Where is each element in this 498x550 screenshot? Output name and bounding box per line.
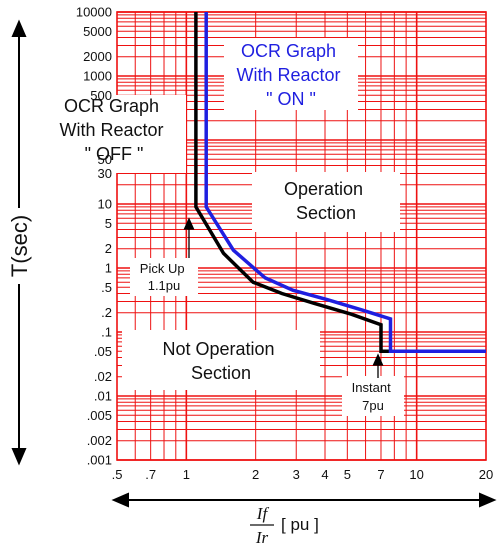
y-tick-label: 5000 (83, 24, 112, 39)
instant-arrow (372, 353, 384, 378)
x-tick-label: 2 (252, 467, 259, 482)
x-tick-label: 10 (409, 467, 423, 482)
y-tick-label: 50 (98, 152, 112, 167)
y-axis-label-bg (4, 208, 34, 284)
instant-label: Instant 7pu (352, 380, 395, 413)
x-label-denominator: Ir (255, 528, 269, 547)
y-tick-label: 1 (105, 261, 112, 276)
off-label: OCR Graph With Reactor " OFF " (59, 96, 168, 164)
instant-box (342, 376, 404, 416)
y-tick-label: .02 (94, 369, 112, 384)
y-tick-label: 500 (90, 88, 112, 103)
pickup-box (130, 258, 198, 296)
y-tick-label: .002 (87, 433, 112, 448)
y-tick-label: .01 (94, 389, 112, 404)
off-label-box (42, 95, 186, 173)
not-operation-box (122, 330, 320, 390)
y-tick-label: 2000 (83, 49, 112, 64)
x-tick-label: 4 (321, 467, 328, 482)
x-label-unit: [ pu ] (281, 515, 319, 534)
y-tick-label: .1 (101, 325, 112, 340)
x-axis-label: If Ir [ pu ] (250, 504, 319, 547)
x-tick-labels: .5 .7 1 2 3 4 5 7 10 20 (112, 467, 494, 482)
x-tick-label: 20 (479, 467, 493, 482)
y-axis-label: T(sec) (7, 215, 32, 277)
y-tick-label: 5 (105, 216, 112, 231)
y-tick-label: .5 (101, 280, 112, 295)
x-tick-label: .7 (145, 467, 156, 482)
x-label-numerator: If (256, 504, 270, 523)
y-tick-label: 10000 (76, 5, 112, 20)
y-tick-label: 2 (105, 241, 112, 256)
pickup-arrow (183, 217, 195, 258)
operation-label: Operation Section (284, 179, 368, 223)
x-axis-arrow (111, 492, 497, 508)
x-tick-label: .5 (112, 467, 123, 482)
series-off-line (194, 12, 486, 354)
operation-box (252, 172, 400, 232)
y-tick-label: .05 (94, 344, 112, 359)
y-tick-label: 10 (98, 197, 112, 212)
on-label-box (224, 38, 358, 110)
y-tick-label: .2 (101, 305, 112, 320)
on-label: OCR Graph With Reactor " ON " (236, 41, 345, 109)
y-tick-label: .001 (87, 453, 112, 468)
y-tick-label: .005 (87, 408, 112, 423)
x-tick-label: 5 (344, 467, 351, 482)
x-tick-label: 1 (183, 467, 190, 482)
pickup-label: Pick Up 1.1pu (140, 261, 188, 293)
not-operation-label: Not Operation Section (162, 339, 279, 383)
x-tick-label: 7 (377, 467, 384, 482)
y-tick-label: 1000 (83, 69, 112, 84)
plot-frame (116, 11, 487, 461)
y-tick-label: 30 (98, 166, 112, 181)
series-on-line (204, 12, 486, 354)
x-tick-label: 3 (293, 467, 300, 482)
